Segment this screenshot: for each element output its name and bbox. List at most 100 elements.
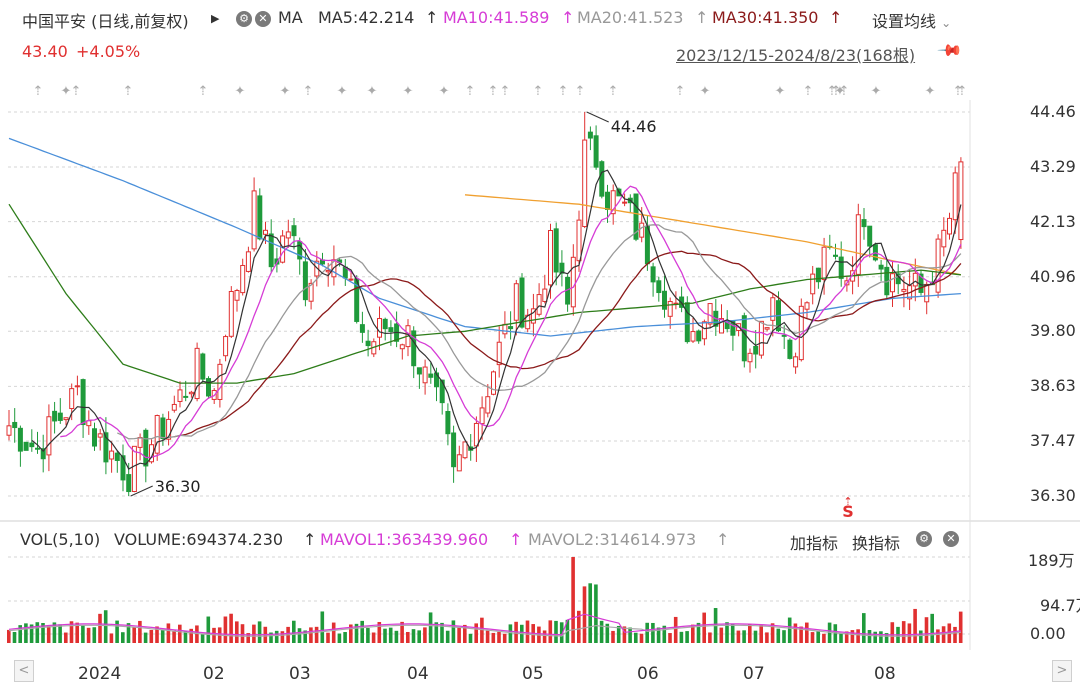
event-marker: ⇡ <box>488 84 499 99</box>
candle-body <box>559 262 565 274</box>
ma5-line <box>31 169 962 470</box>
candle-body <box>160 417 166 440</box>
candle-body <box>382 318 388 330</box>
close-icon[interactable]: ✕ <box>943 531 959 547</box>
candle-body <box>240 264 246 294</box>
chart-grid <box>0 100 1080 650</box>
candle-body <box>228 291 234 337</box>
event-marker: ⇡ <box>71 84 82 99</box>
candle-body <box>69 388 75 410</box>
event-marker: ⇡ <box>575 84 586 99</box>
event-marker: ⇡ <box>198 84 209 99</box>
volume-bar <box>770 623 775 643</box>
volume-bar <box>303 630 307 643</box>
candle-body <box>451 432 457 468</box>
candle-body <box>143 429 149 467</box>
event-marker: ✦ <box>280 84 291 99</box>
gear-icon[interactable]: ⚙ <box>236 11 252 27</box>
volume-bar <box>805 622 809 643</box>
annotations: 44.46 36.30 S⇡ <box>130 111 854 521</box>
volume-bar <box>257 621 262 643</box>
gear-icon[interactable]: ⚙ <box>916 531 932 547</box>
volume-bar <box>844 631 849 643</box>
volume-bar <box>514 621 518 643</box>
volume-bar <box>776 628 781 643</box>
event-marker: ✦ <box>775 84 786 99</box>
ma30-value: MA30:41.350 <box>712 8 819 27</box>
candle-body <box>120 455 126 481</box>
volume-bar <box>611 630 615 643</box>
volume-bar <box>850 630 855 643</box>
candle-body <box>109 450 115 460</box>
volume-bar <box>799 626 803 643</box>
volume-bar <box>890 622 895 643</box>
candle-body <box>52 410 58 422</box>
event-marker: ✦ <box>61 84 72 99</box>
candle-body <box>570 256 576 308</box>
date-range[interactable]: 2023/12/15-2024/8/23(168根) <box>676 46 916 65</box>
candle-body <box>582 139 588 228</box>
candle-body <box>764 327 770 330</box>
candle-body <box>416 367 422 375</box>
candle-body <box>605 191 610 210</box>
candle-body <box>833 254 838 257</box>
volume-bar <box>662 625 667 643</box>
date-tick: 04 <box>407 664 429 684</box>
candle-body <box>200 353 206 380</box>
volume-bar <box>748 624 752 643</box>
candle-body <box>935 238 941 293</box>
date-tick: 02 <box>203 664 225 684</box>
ma20-line <box>117 224 962 440</box>
volume-bar <box>235 621 239 643</box>
settings-ma-button[interactable]: 设置均线 ⌄ <box>872 8 951 32</box>
price-tick: 43.29 <box>1030 157 1076 177</box>
candle-body <box>536 294 542 315</box>
volume-bar <box>274 630 279 643</box>
volume-bar <box>52 622 57 643</box>
add-indicator-button[interactable]: 加指标 <box>790 534 839 553</box>
volume-bar <box>941 626 946 643</box>
volume-bar <box>343 632 347 643</box>
event-marker: ⇡ <box>839 84 850 99</box>
volume-tick: 0.00 <box>1030 624 1066 643</box>
volume-bar <box>18 625 22 643</box>
volume-bar <box>160 630 165 643</box>
event-marker: ⇡ <box>608 84 619 99</box>
volume-bar <box>166 623 171 643</box>
play-icon[interactable]: ▶ <box>211 12 220 25</box>
mavol2-value: MAVOL2:314614.973 <box>528 530 697 549</box>
scroll-right-button[interactable]: > <box>1052 660 1072 682</box>
candle-body <box>388 327 394 333</box>
candle-body <box>901 288 907 292</box>
candle-body <box>530 308 536 324</box>
candle-body <box>23 441 29 451</box>
volume-bar <box>394 630 399 643</box>
volume-bar <box>183 630 188 643</box>
mavol2-line <box>8 624 961 637</box>
event-marker: ⇡ <box>558 84 569 99</box>
candle-body <box>952 172 958 221</box>
candle-body <box>439 379 445 404</box>
candle-body <box>741 315 747 362</box>
volume-bar <box>411 629 416 643</box>
volume-bar <box>69 621 74 643</box>
scroll-left-button[interactable]: < <box>14 660 34 682</box>
volume-bar <box>816 630 820 643</box>
indicator-name: MA <box>278 8 303 27</box>
ma10-up-icon: ↑ <box>561 8 575 27</box>
ma120-line <box>8 137 961 337</box>
switch-indicator-button[interactable]: 换指标 <box>852 534 901 553</box>
volume-bar <box>75 622 79 643</box>
volume-bar <box>434 622 439 643</box>
date-tick: 2024 <box>78 664 122 684</box>
volume-bar <box>126 623 131 643</box>
candle-body <box>576 219 582 262</box>
event-marker: ✦ <box>235 84 246 99</box>
price-tick: 37.47 <box>1030 430 1076 450</box>
candle-body <box>633 193 639 240</box>
candle-body <box>206 378 211 397</box>
close-icon[interactable]: ✕ <box>255 11 271 27</box>
candle-body <box>496 341 502 366</box>
volume-bar <box>862 613 866 643</box>
